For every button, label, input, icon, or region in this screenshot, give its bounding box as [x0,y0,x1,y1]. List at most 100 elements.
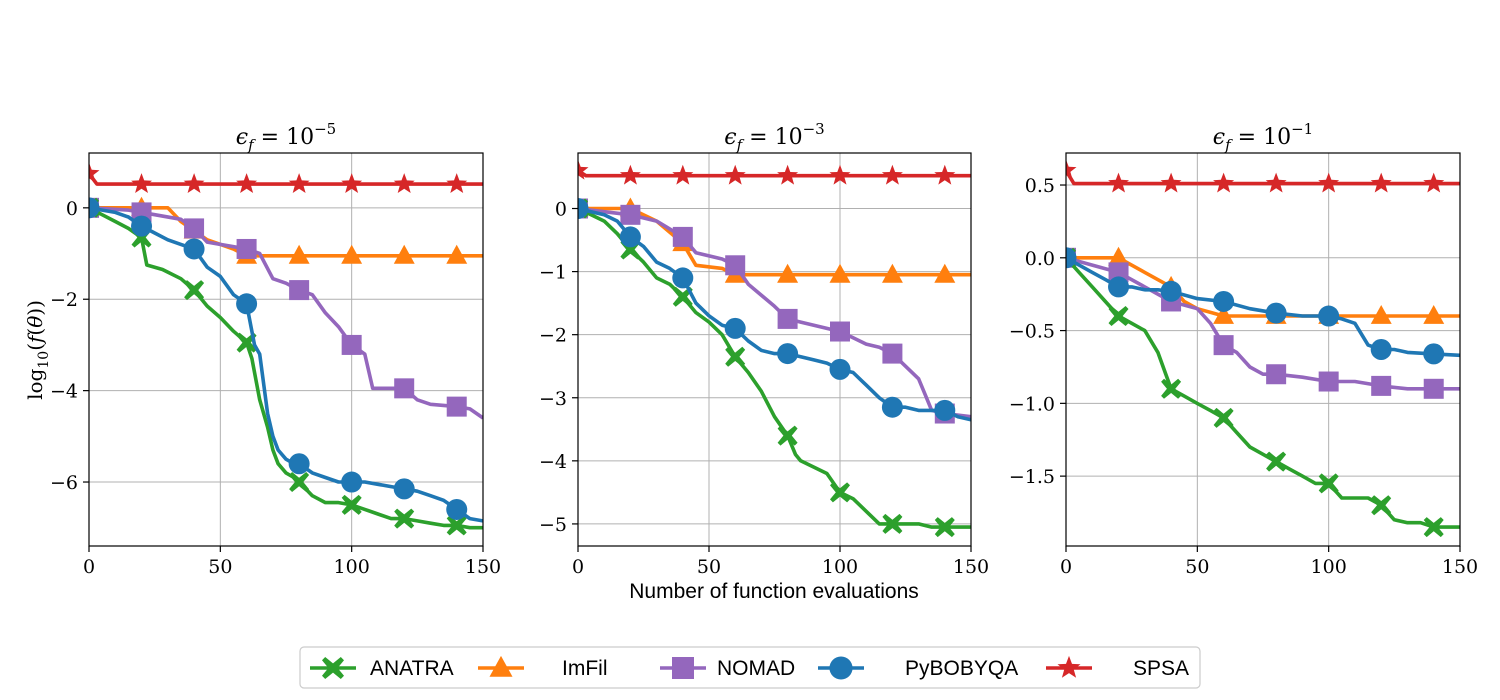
x-tick-label: 0 [1060,556,1072,578]
data-point-imfil [341,244,363,264]
data-point-nomad [1108,262,1129,283]
series-anatra [89,197,483,536]
data-point-nomad [1213,335,1234,356]
y-tick-label: 0.5 [1025,175,1055,197]
y-tick-label: −3 [539,388,567,410]
data-point-spsa [393,173,415,193]
data-point-imfil [1423,305,1445,324]
series-line-anatra [1066,256,1460,529]
y-tick-label: 0.0 [1025,248,1055,270]
data-point-spsa [1213,172,1235,193]
data-point-nomad [1318,371,1339,392]
data-point-pybobyqa [619,226,641,248]
legend-square-marker [672,657,694,679]
x-tick-label: 100 [1311,556,1347,578]
legend-item-spsa: SPSA [1046,655,1189,680]
data-point-anatra [394,508,415,529]
legend-triangle-marker [489,655,513,677]
data-point-imfil [1370,305,1392,324]
legend-frame [299,646,1201,689]
data-point-nomad [1423,378,1444,399]
data-point-spsa [934,164,956,185]
data-point-pybobyqa [89,197,100,219]
y-tick-label: −4 [50,381,78,403]
axes-frame [577,152,972,547]
data-point-nomad [672,226,693,247]
data-point-nomad [830,321,850,342]
data-point-anatra [882,513,903,534]
legend-items: ANATRA ImFil NOMAD PyBOBYQA SPSA [310,655,1189,680]
data-point-spsa [777,164,799,185]
data-point-pybobyqa [393,478,415,500]
series-anatra [578,198,971,538]
series-line-nomad [89,206,483,420]
panel-1: 0 50 100 150 0 −2 −4 −6 ϵf = 10−5 [50,120,501,578]
legend-label: PyBOBYQA [905,657,1018,680]
data-point-imfil [882,263,903,283]
data-point-pybobyqa [724,317,746,339]
data-point-imfil [288,244,310,264]
y-tick-label: −5 [539,514,567,536]
legend: ANATRA ImFil NOMAD PyBOBYQA SPSA [299,646,1201,689]
legend-item-pybobyqa: PyBOBYQA [818,656,1018,680]
data-point-spsa [1108,172,1129,193]
data-point-anatra [1318,473,1339,494]
data-point-spsa [1066,159,1077,180]
data-point-nomad [394,378,415,399]
series-pybobyqa [89,197,483,523]
legend-star-marker [1057,655,1081,678]
series-nomad [1066,247,1460,399]
data-point-anatra [1108,306,1129,326]
x-tick-label: 50 [1185,556,1209,578]
y-tick-label: −1.0 [1009,393,1055,415]
axes-frame [1065,152,1461,547]
series-line-pybobyqa [578,206,971,422]
data-point-anatra [289,472,310,492]
data-point-pybobyqa [1423,343,1445,365]
legend-label: ImFil [562,657,608,680]
legend-item-imfil: ImFil [478,655,608,680]
data-point-anatra [777,425,798,446]
data-point-spsa [1370,172,1392,193]
y-tick-label: −4 [539,451,567,473]
data-point-nomad [184,218,205,239]
data-point-imfil [393,244,415,264]
data-point-spsa [341,173,363,193]
data-point-imfil [934,263,956,283]
data-point-pybobyqa [183,238,205,260]
data-point-spsa [672,164,694,185]
data-point-anatra [830,482,850,503]
data-point-pybobyqa [1318,305,1340,327]
y-tick-label: 0 [555,199,567,221]
data-point-anatra [1213,407,1234,428]
x-tick-label: 0 [83,556,95,578]
series-pybobyqa [1066,247,1460,365]
data-point-imfil [446,244,468,264]
data-point-pybobyqa [1066,247,1077,269]
panel-title: ϵf = 10−5 [236,120,336,154]
data-point-pybobyqa [288,453,310,475]
data-point-nomad [446,396,467,417]
legend-item-anatra: ANATRA [310,657,454,680]
data-point-pybobyqa [829,358,851,380]
data-point-pybobyqa [777,343,799,365]
legend-x-marker [322,657,344,679]
data-point-nomad [1266,364,1287,385]
x-tick-label: 50 [208,556,232,578]
legend-label: SPSA [1133,657,1189,680]
x-tick-label: 100 [822,556,858,578]
data-point-anatra [1423,517,1444,538]
series-spsa [89,162,483,193]
y-tick-label: −0.5 [1009,321,1055,343]
data-point-imfil [829,263,851,283]
legend-circle-marker [829,656,853,680]
data-point-spsa [829,164,851,185]
plot-area [578,159,971,538]
data-point-imfil [1108,246,1129,266]
y-tick-label: −1 [539,262,567,284]
data-point-pybobyqa [934,399,956,421]
data-point-pybobyqa [672,267,694,289]
data-point-pybobyqa [578,198,589,220]
data-point-spsa [1265,172,1287,193]
